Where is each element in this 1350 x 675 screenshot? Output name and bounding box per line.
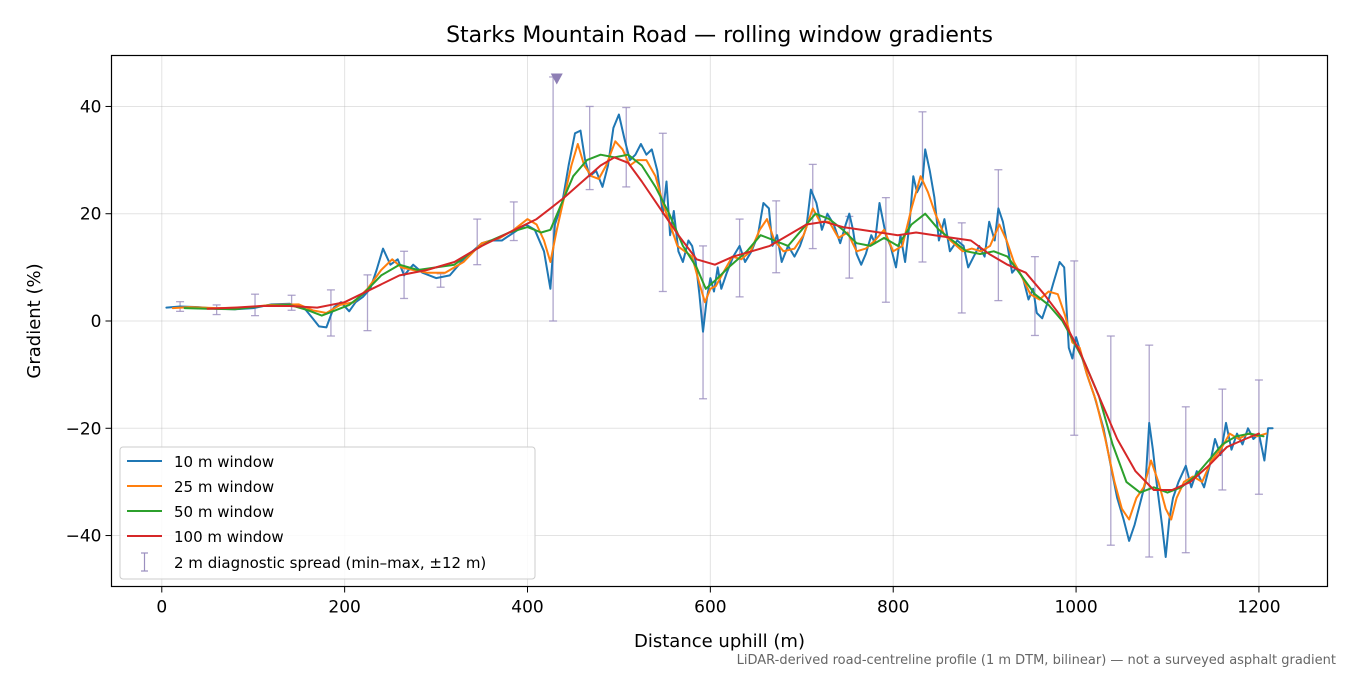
y-tick-label: 20 bbox=[80, 205, 102, 225]
error-bar bbox=[881, 196, 890, 303]
x-tick-label: 400 bbox=[511, 598, 543, 618]
legend-label-100m: 100 m window bbox=[174, 528, 284, 546]
legend-label-50m: 50 m window bbox=[174, 503, 274, 521]
y-tick-label: 40 bbox=[80, 97, 102, 117]
legend-label-25m: 25 m window bbox=[174, 478, 274, 496]
y-tick-label: 0 bbox=[91, 312, 102, 332]
error-bar bbox=[287, 294, 296, 311]
chart-title: Starks Mountain Road — rolling window gr… bbox=[446, 23, 993, 48]
x-tick-label: 1000 bbox=[1054, 598, 1097, 618]
y-tick-label: −20 bbox=[66, 419, 102, 439]
error-bar bbox=[1145, 344, 1154, 558]
error-bar bbox=[251, 293, 260, 317]
x-axis-ticks: 0 200 400 600 800 1000 1200 bbox=[156, 586, 1281, 618]
error-bar bbox=[918, 111, 927, 263]
y-axis-label: Gradient (%) bbox=[24, 263, 45, 378]
legend-label-10m: 10 m window bbox=[174, 453, 274, 471]
x-tick-label: 800 bbox=[877, 598, 909, 618]
error-bar bbox=[436, 273, 445, 288]
error-bar bbox=[994, 169, 1003, 302]
x-axis-label: Distance uphill (m) bbox=[634, 631, 805, 652]
x-tick-label: 200 bbox=[328, 598, 360, 618]
overflow-marker bbox=[550, 73, 563, 85]
error-bar bbox=[363, 274, 372, 332]
error-bar bbox=[473, 218, 482, 266]
y-tick-label: −40 bbox=[66, 527, 102, 547]
series-lines bbox=[165, 113, 1274, 558]
error-bar bbox=[509, 201, 518, 242]
legend-errorbar-symbol bbox=[141, 552, 148, 572]
legend: 10 m window 25 m window 50 m window 100 … bbox=[119, 446, 536, 580]
series-100m-line bbox=[206, 156, 1260, 491]
error-bar bbox=[957, 222, 966, 314]
error-bar bbox=[808, 163, 817, 250]
legend-box bbox=[119, 446, 536, 580]
x-tick-label: 1200 bbox=[1237, 598, 1280, 618]
x-tick-label: 0 bbox=[156, 598, 167, 618]
y-axis-ticks: −40 −20 0 20 40 bbox=[66, 97, 112, 547]
footnote: LiDAR-derived road-centreline profile (1… bbox=[737, 653, 1336, 668]
legend-label-spread: 2 m diagnostic spread (min–max, ±12 m) bbox=[174, 554, 486, 572]
x-tick-label: 600 bbox=[694, 598, 726, 618]
